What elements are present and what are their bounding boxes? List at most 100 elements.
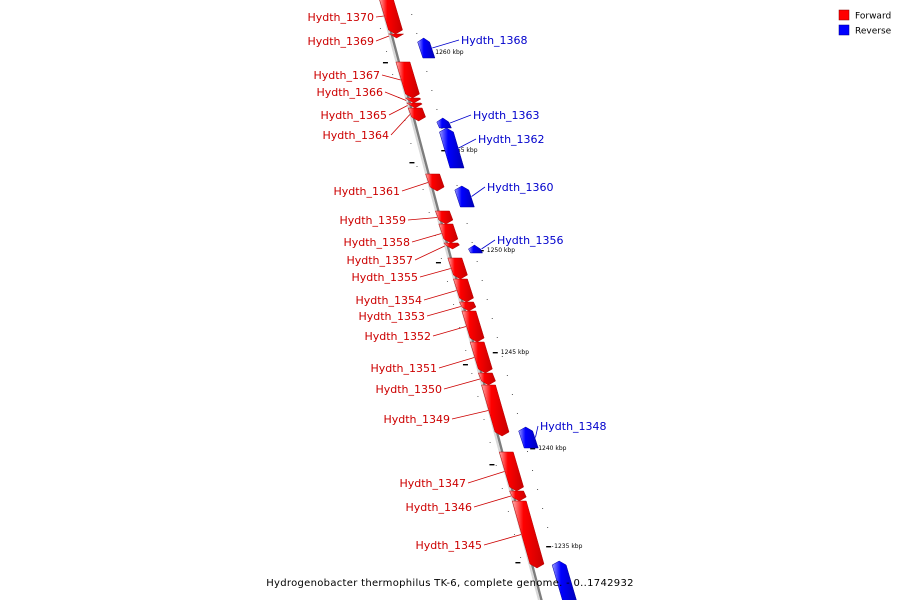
gene-label: Hydth_1347 <box>399 477 466 490</box>
gene-label: Hydth_1352 <box>364 330 431 343</box>
legend-label-reverse: Reverse <box>855 27 892 37</box>
scale-dot <box>456 185 458 186</box>
gene-arrow-hydth-1345[interactable] <box>511 500 545 569</box>
gene-label: Hydth_1356 <box>497 234 564 247</box>
gene-arrow-hydth-1357[interactable] <box>443 242 460 250</box>
scale-dot <box>436 109 438 110</box>
gene-arrow-hydth-1366[interactable] <box>404 97 422 104</box>
gene-label: Hydth_1367 <box>313 69 380 82</box>
gene-label: Hydth_1345 <box>415 539 482 552</box>
scale-dot <box>471 373 473 374</box>
gene-label: Hydth_1351 <box>370 362 437 375</box>
gene-arrow-hydth-1367[interactable] <box>395 61 420 99</box>
gene-label: Hydth_1357 <box>346 254 413 267</box>
leader-line <box>443 378 481 390</box>
leader-line <box>467 471 505 484</box>
tick-mark <box>382 62 388 64</box>
scale-dot <box>547 527 549 528</box>
gene-arrow-hydth-1363[interactable] <box>436 117 452 129</box>
gene-label: Hydth_1354 <box>355 294 422 307</box>
gene-arrow-hydth-1353[interactable] <box>459 301 477 312</box>
leader-line <box>388 105 408 116</box>
gene-arrow-hydth-1355[interactable] <box>447 257 468 280</box>
scale-dot <box>416 33 418 34</box>
scale-dot <box>416 166 418 167</box>
tick-mark <box>515 562 521 564</box>
leader-line <box>449 114 472 124</box>
leader-line <box>471 186 486 197</box>
gene-label: Hydth_1363 <box>473 109 540 122</box>
gene-arrow-hydth-1350[interactable] <box>477 372 496 386</box>
gene-label: Hydth_1366 <box>316 86 383 99</box>
gene-arrow-hydth-1359[interactable] <box>435 210 454 225</box>
gene-arrow-hydth-1360[interactable] <box>454 185 475 208</box>
gene-label: Hydth_1360 <box>487 181 554 194</box>
scale-dot <box>386 51 388 52</box>
scale-dot <box>446 281 448 282</box>
leader-line <box>390 114 411 136</box>
scale-dot <box>453 304 455 305</box>
tick-mark <box>546 546 552 548</box>
gene-arrow-hydth-1358[interactable] <box>438 223 459 244</box>
gene-arrow-hydth-1346[interactable] <box>509 490 527 502</box>
scale-dot <box>481 280 483 281</box>
gene-arrow-hydth-1356[interactable] <box>468 244 483 254</box>
gene-label: Hydth_1353 <box>358 310 425 323</box>
scale-dot <box>501 488 503 489</box>
scale-dot <box>489 442 491 443</box>
gene-label-layer: Hydth_1370 Hydth_1369 Hydth_1368 Hydth_1367… <box>307 11 606 552</box>
gene-arrow-hydth-1362[interactable] <box>439 127 465 169</box>
scale-dot <box>532 470 534 471</box>
gene-label: Hydth_1369 <box>307 35 374 48</box>
gene-arrow-hydth-1352[interactable] <box>461 310 485 343</box>
tick-mark <box>409 162 415 164</box>
gene-arrow-hydth-1365[interactable] <box>406 102 423 109</box>
gene-arrow-hydth-1368[interactable] <box>417 37 436 59</box>
scale-dot <box>537 489 539 490</box>
scale-dot <box>392 74 394 75</box>
gene-arrow-hydth-1370[interactable] <box>379 0 403 35</box>
gene-arrow-hydth-1361[interactable] <box>425 173 445 192</box>
scale-dot <box>495 465 497 466</box>
gene-arrow-hydth-1347[interactable] <box>498 451 524 492</box>
gene-arrow-hydth-1369[interactable] <box>388 33 405 39</box>
leader-line <box>375 35 390 42</box>
gene-arrow-hydth-1351[interactable] <box>469 341 493 374</box>
gene-label: Hydth_1350 <box>375 383 442 396</box>
scale-dot <box>513 534 515 535</box>
gene-arrow-partial[interactable] <box>551 560 577 600</box>
leader-line <box>473 495 512 508</box>
leader-line <box>375 15 384 18</box>
scale-dot <box>501 356 503 357</box>
gene-label: Hydth_1368 <box>461 34 528 47</box>
leader-line <box>481 239 496 250</box>
scale-dot <box>507 511 509 512</box>
scale-dot <box>477 396 479 397</box>
gene-label: Hydth_1364 <box>322 129 389 142</box>
leader-line <box>401 182 428 192</box>
scale-dot <box>483 419 485 420</box>
leader-line <box>451 410 489 420</box>
gene-arrow-hydth-1348[interactable] <box>518 426 539 449</box>
leader-line <box>381 74 401 81</box>
scale-dot <box>552 546 554 547</box>
scale-dot <box>426 71 428 72</box>
scale-dot <box>440 258 442 259</box>
gene-label: Hydth_1348 <box>540 420 607 433</box>
gene-label: Hydth_1365 <box>320 109 387 122</box>
gene-label: Hydth_1355 <box>351 271 418 284</box>
gene-arrow-hydth-1349[interactable] <box>481 384 510 437</box>
gene-label: Hydth_1362 <box>478 133 545 146</box>
gene-label: Hydth_1359 <box>339 214 406 227</box>
gene-arrow-hydth-1364[interactable] <box>407 107 426 122</box>
scale-dot <box>428 212 430 213</box>
leader-line <box>458 138 477 149</box>
tick-label: 1235 kbp <box>554 543 582 550</box>
scale-dot <box>379 28 381 29</box>
leader-line <box>419 268 451 278</box>
scale-dot <box>542 508 544 509</box>
scale-dot <box>471 242 473 243</box>
gene-arrow-hydth-1354[interactable] <box>453 278 474 303</box>
scale-dot <box>520 557 522 558</box>
leader-line <box>426 306 461 317</box>
